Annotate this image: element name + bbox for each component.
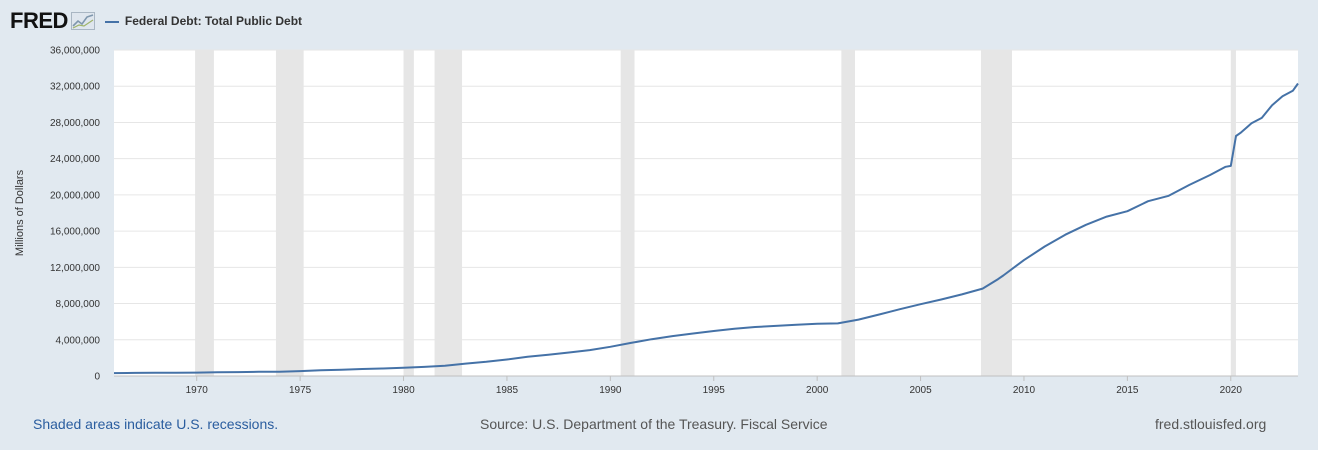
y-tick-label: 8,000,000	[56, 299, 101, 310]
y-tick-label: 20,000,000	[50, 190, 100, 201]
y-axis-title: Millions of Dollars	[14, 169, 26, 256]
plot-background	[114, 50, 1298, 376]
recession-bands	[195, 50, 1236, 376]
y-tick-label: 12,000,000	[50, 263, 100, 274]
y-tick-label: 0	[94, 372, 100, 383]
y-tick-label: 32,000,000	[50, 82, 100, 93]
y-axis-ticks: 0 4,000,000 8,000,000 12,000,000 16,000,000 2…	[50, 46, 101, 383]
x-tick-label: 2015	[1116, 385, 1139, 396]
x-tick-label: 2020	[1220, 385, 1243, 396]
x-tick-label: 1995	[703, 385, 726, 396]
y-tick-label: 36,000,000	[50, 46, 100, 57]
chart-header: FRED Federal Debt: Total Public Debt	[10, 8, 302, 34]
y-tick-label: 24,000,000	[50, 154, 100, 165]
recession-band	[620, 50, 635, 376]
site-link[interactable]: fred.stlouisfed.org	[1155, 416, 1267, 432]
x-tick-label: 1990	[599, 385, 622, 396]
fred-graph-icon	[70, 12, 95, 30]
recession-band	[434, 50, 463, 376]
x-tick-label: 1970	[186, 385, 209, 396]
legend-series-label: Federal Debt: Total Public Debt	[124, 14, 303, 28]
recession-band	[980, 50, 1012, 376]
recession-band	[1230, 50, 1236, 376]
recession-band	[841, 50, 856, 376]
x-tick-label: 2000	[806, 385, 829, 396]
x-tick-label: 1985	[496, 385, 519, 396]
x-tick-label: 2005	[909, 385, 932, 396]
recession-band	[195, 50, 214, 376]
legend-swatch	[104, 20, 119, 23]
chart-area: 0 4,000,000 8,000,000 12,000,000 16,000,000 2…	[14, 46, 1299, 396]
x-tick-label: 1975	[289, 385, 312, 396]
x-tick-label: 1980	[392, 385, 415, 396]
grid-lines	[114, 49, 1298, 377]
recession-band	[403, 50, 414, 376]
x-tick-label: 2010	[1013, 385, 1036, 396]
fred-logo[interactable]: FRED	[10, 8, 68, 33]
y-tick-label: 4,000,000	[56, 335, 101, 346]
y-tick-label: 16,000,000	[50, 227, 100, 238]
x-axis-ticks: 1970 1975 1980 1985 1990 1995 2000 2005 2010 2015…	[186, 376, 1243, 396]
recession-band	[275, 50, 304, 376]
y-tick-label: 28,000,000	[50, 118, 100, 129]
recession-note-link[interactable]: Shaded areas indicate U.S. recessions.	[33, 416, 279, 432]
source-note: Source: U.S. Department of the Treasury.…	[480, 416, 828, 432]
series-line-total-public-debt	[113, 82, 1299, 375]
